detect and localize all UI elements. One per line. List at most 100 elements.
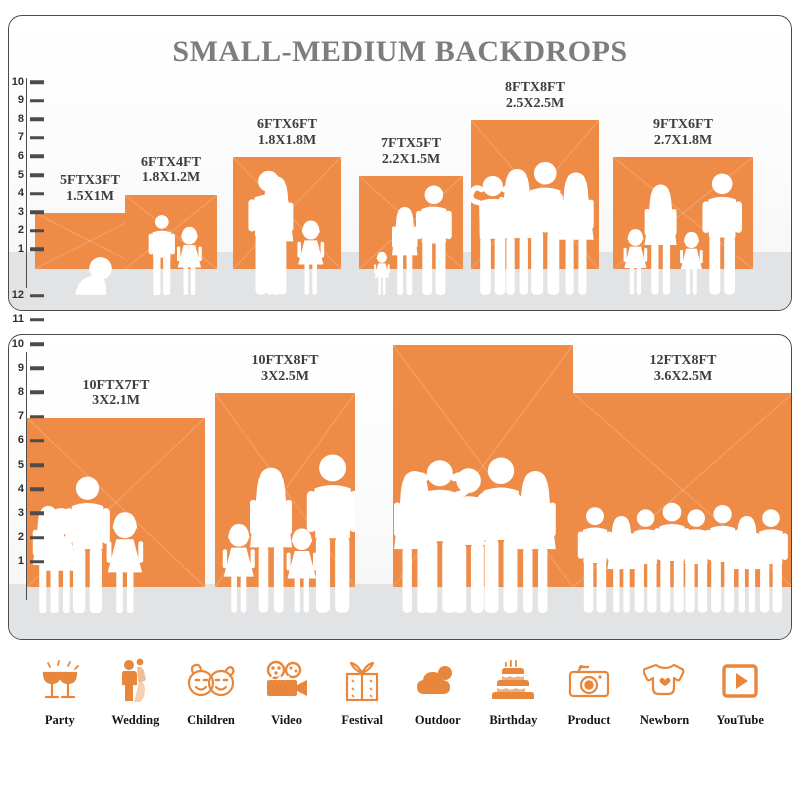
y-axis-tick-mark bbox=[30, 98, 44, 103]
category-label: Outdoor bbox=[414, 713, 461, 727]
bar-size-caption: 12FTX8FT 3.6X2.5M bbox=[573, 353, 791, 385]
category-label: Wedding bbox=[111, 713, 160, 727]
bar-size-meters: 1.8X1.2M bbox=[141, 170, 201, 186]
bar-size-meters: 1.8X1.8M bbox=[257, 133, 317, 149]
bar-size-caption: 7FTX5FT 2.2X1.5M bbox=[359, 136, 463, 167]
backdrop-size-bar[interactable] bbox=[215, 393, 355, 587]
backdrop-size-bar[interactable] bbox=[27, 417, 205, 587]
bar-size-caption: 10FTX8FT 3X2.5M bbox=[215, 353, 355, 384]
y-axis-tick-mark bbox=[30, 80, 44, 84]
bar-size-feet: 7FTX5FT bbox=[381, 136, 441, 151]
category-label: Party bbox=[44, 713, 75, 727]
backdrop-size-bar[interactable] bbox=[613, 157, 753, 269]
category-label: Product bbox=[567, 713, 611, 727]
category-outdoor[interactable]: Outdoor bbox=[400, 655, 476, 755]
category-wedding[interactable]: Wedding bbox=[98, 655, 174, 755]
y-axis-tick-label: 11 bbox=[12, 313, 24, 326]
y-axis-tick-label: 4 bbox=[17, 187, 24, 200]
y-axis-tick-label: 8 bbox=[17, 112, 24, 125]
y-axis-tick-label: 5 bbox=[17, 168, 24, 181]
y-axis-tick-mark bbox=[30, 535, 44, 540]
category-festival[interactable]: Festival bbox=[324, 655, 400, 755]
bar-size-meters: 3.6X2.5M bbox=[653, 369, 713, 385]
category-label: Video bbox=[271, 713, 302, 727]
gift-box-icon bbox=[340, 655, 384, 707]
category-youtube[interactable]: YouTube bbox=[702, 655, 778, 755]
bar-size-caption: 10FTX10FT3X3M bbox=[393, 335, 573, 336]
bar-size-meters: 2.7X1.8M bbox=[653, 133, 713, 149]
cloud-sun-icon bbox=[415, 655, 461, 707]
y-axis-tick-mark bbox=[30, 463, 44, 467]
bar-diagonal-pattern bbox=[27, 417, 205, 587]
backdrop-size-bar[interactable] bbox=[233, 157, 341, 269]
bar-size-feet: 6FTX4FT bbox=[141, 154, 201, 170]
y-axis-tick-label: 7 bbox=[17, 131, 24, 144]
bride-groom-icon bbox=[115, 655, 155, 707]
y-axis-tick-label: 7 bbox=[17, 410, 24, 423]
y-axis-tick-label: 10 bbox=[11, 75, 24, 88]
y-axis-tick-mark bbox=[30, 154, 44, 159]
bar-size-feet: 9FTX6FT bbox=[653, 117, 713, 133]
birthday-cake-icon bbox=[490, 655, 536, 707]
y-axis-tick-label: 2 bbox=[17, 531, 24, 544]
bar-diagonal-pattern bbox=[613, 157, 753, 269]
y-axis-tick-mark bbox=[30, 247, 44, 252]
bar-size-feet: 8FTX8FT bbox=[505, 80, 565, 96]
y-axis-tick-mark bbox=[30, 229, 44, 233]
y-axis-tick-mark bbox=[30, 173, 44, 177]
category-birthday[interactable]: Birthday bbox=[476, 655, 552, 755]
category-newborn[interactable]: Newborn bbox=[627, 655, 703, 755]
bar-diagonal-pattern bbox=[125, 194, 217, 269]
y-axis-tick-mark bbox=[30, 191, 44, 196]
y-axis-tick-mark bbox=[30, 487, 44, 491]
bar-diagonal-pattern bbox=[215, 393, 355, 587]
backdrop-size-bar[interactable] bbox=[393, 345, 573, 587]
wine-glasses-icon bbox=[37, 655, 83, 707]
category-product[interactable]: Product bbox=[551, 655, 627, 755]
y-axis-tick-mark bbox=[30, 117, 44, 121]
y-axis-tick-label: 1 bbox=[17, 242, 24, 255]
bar-diagonal-pattern bbox=[359, 176, 463, 269]
y-axis-tick-label: 6 bbox=[17, 434, 24, 447]
bar-size-meters: 3X3M bbox=[393, 335, 573, 336]
y-axis-tick-label: 2 bbox=[17, 224, 24, 237]
bar-size-feet: 5FTX3FT bbox=[60, 173, 120, 189]
y-axis-tick-label: 1 bbox=[17, 555, 24, 568]
y-axis-tick-mark bbox=[30, 210, 44, 214]
bar-diagonal-pattern bbox=[393, 345, 573, 587]
camera-icon bbox=[566, 655, 612, 707]
category-video[interactable]: Video bbox=[249, 655, 325, 755]
movie-camera-icon bbox=[263, 655, 311, 707]
y-axis-tick-label: 6 bbox=[17, 149, 24, 162]
y-axis-tick-label: 5 bbox=[17, 458, 24, 471]
y-axis-tick-label: 9 bbox=[17, 361, 24, 374]
backdrop-size-bar[interactable] bbox=[125, 194, 217, 269]
category-party[interactable]: Party bbox=[22, 655, 98, 755]
bar-size-feet: 10FTX8FT bbox=[251, 353, 319, 369]
category-children[interactable]: Children bbox=[173, 655, 249, 755]
y-axis-tick-mark bbox=[30, 342, 44, 346]
bar-size-caption: 6FTX4FT 1.8X1.2M bbox=[125, 155, 217, 186]
page-title: SMALL-MEDIUM BACKDROPS bbox=[172, 35, 628, 68]
play-button-icon bbox=[720, 655, 760, 707]
bar-diagonal-pattern bbox=[471, 120, 599, 269]
y-axis-tick-mark bbox=[30, 414, 44, 419]
bar-size-meters: 2.5X2.5M bbox=[505, 95, 565, 111]
bar-size-caption: 9FTX6FT 2.7X1.8M bbox=[613, 117, 753, 148]
backdrop-size-bar[interactable] bbox=[471, 120, 599, 269]
bar-size-meters: 2.2X1.5M bbox=[381, 151, 441, 167]
category-label: YouTube bbox=[716, 713, 764, 727]
baby-onesie-icon bbox=[642, 655, 687, 707]
y-axis-tick-mark bbox=[30, 293, 44, 298]
bar-size-meters: 3X2.1M bbox=[92, 393, 140, 409]
backdrop-size-bar[interactable] bbox=[359, 176, 463, 269]
category-label: Children bbox=[187, 713, 235, 727]
y-axis-tick-label: 8 bbox=[17, 385, 24, 398]
y-axis-tick-label: 12 bbox=[11, 289, 24, 302]
bar-diagonal-pattern bbox=[233, 157, 341, 269]
bar-size-caption: 6FTX6FT 1.8X1.8M bbox=[233, 117, 341, 148]
category-label: Festival bbox=[341, 713, 383, 727]
backdrop-size-bar[interactable] bbox=[573, 393, 791, 587]
y-axis-tick-mark bbox=[30, 511, 44, 516]
